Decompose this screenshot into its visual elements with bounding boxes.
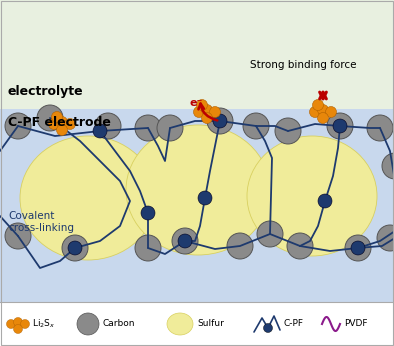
Circle shape [37,105,63,131]
Ellipse shape [126,125,270,255]
Bar [0,109,394,302]
Circle shape [13,325,22,334]
Circle shape [351,241,365,255]
Circle shape [172,228,198,254]
Circle shape [213,114,227,128]
Circle shape [13,318,22,327]
Text: PVDF: PVDF [344,319,368,328]
Circle shape [201,112,212,124]
Circle shape [367,115,393,141]
Ellipse shape [167,313,193,335]
Text: C-PF: C-PF [284,319,304,328]
Circle shape [135,235,161,261]
Bar [0,0,394,109]
Circle shape [178,234,192,248]
Circle shape [5,113,31,139]
Circle shape [141,206,155,220]
Ellipse shape [20,136,156,260]
Circle shape [95,113,121,139]
Circle shape [227,233,253,259]
Circle shape [77,313,99,335]
Circle shape [52,111,63,122]
Circle shape [56,117,67,127]
Circle shape [201,104,212,116]
Circle shape [48,118,59,129]
Circle shape [318,194,332,208]
Circle shape [312,100,323,110]
Circle shape [264,324,273,333]
Circle shape [65,118,76,129]
Circle shape [275,118,301,144]
Circle shape [325,107,336,118]
Circle shape [197,100,208,110]
Circle shape [310,107,320,118]
Text: electrolyte: electrolyte [8,84,84,98]
Text: Sulfur: Sulfur [197,319,224,328]
Circle shape [193,107,204,118]
Circle shape [135,115,161,141]
Circle shape [333,119,347,133]
Circle shape [68,241,82,255]
Ellipse shape [247,136,377,256]
Circle shape [198,191,212,205]
Circle shape [20,319,30,328]
Circle shape [377,225,394,251]
Text: Carbon: Carbon [103,319,136,328]
Circle shape [157,115,183,141]
Circle shape [93,124,107,138]
Circle shape [382,153,394,179]
Circle shape [207,108,233,134]
Circle shape [327,113,353,139]
Circle shape [318,112,329,124]
Text: Strong binding force: Strong binding force [250,60,357,70]
Text: C-PF electrode: C-PF electrode [8,117,111,129]
Circle shape [318,104,329,116]
Text: Li$_2$S$_x$: Li$_2$S$_x$ [32,318,56,330]
Circle shape [345,235,371,261]
Circle shape [62,235,88,261]
Circle shape [257,221,283,247]
Bar [0,302,394,346]
Circle shape [243,113,269,139]
Circle shape [56,125,67,136]
Circle shape [287,233,313,259]
Circle shape [5,223,31,249]
Circle shape [6,319,15,328]
Text: e⁻: e⁻ [190,98,203,108]
Text: Covalent
cross-linking: Covalent cross-linking [8,211,74,233]
Circle shape [210,107,221,118]
